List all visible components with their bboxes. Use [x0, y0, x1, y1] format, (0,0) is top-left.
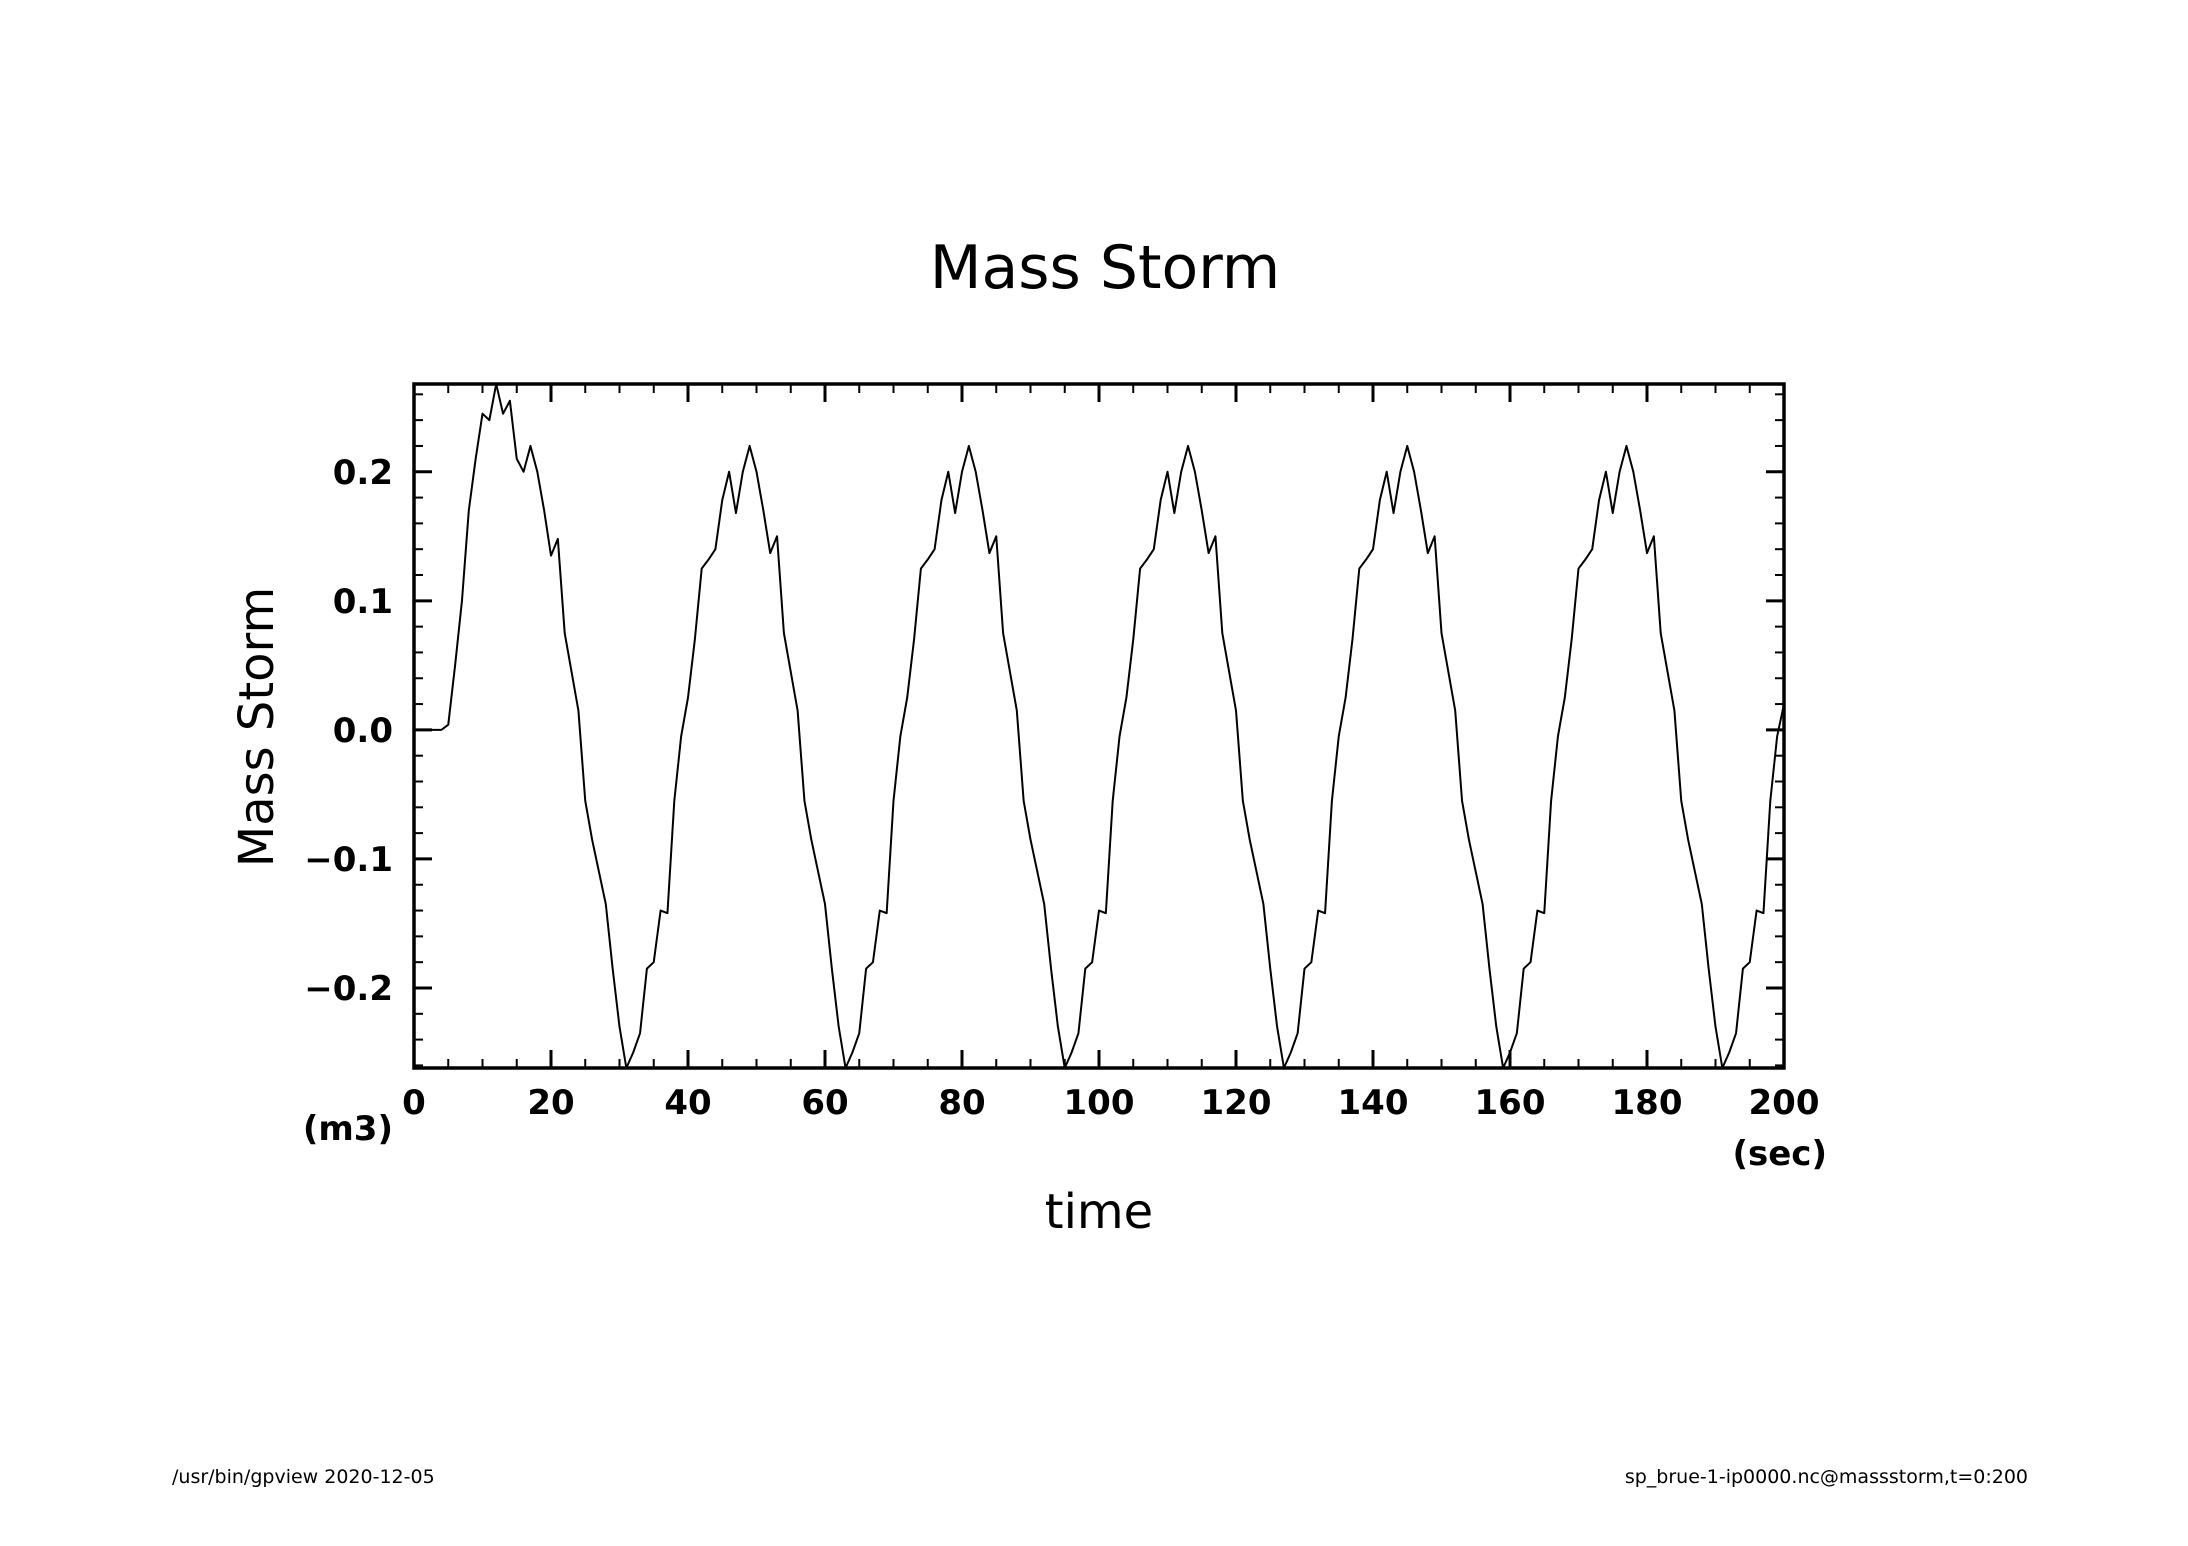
x-tick-label: 0 [402, 1083, 426, 1123]
y-tick-label: −0.1 [304, 840, 393, 880]
series-line [414, 383, 1785, 1069]
y-tick-label: 0.2 [333, 453, 393, 493]
x-tick-label: 200 [1749, 1083, 1820, 1123]
footer-right-text: sp_brue-1-ip0000.nc@massstorm,t=0:200 [1624, 1466, 2028, 1488]
x-tick-label: 120 [1201, 1083, 1272, 1123]
x-unit-label: (sec) [1732, 1134, 1827, 1174]
y-tick-label: −0.2 [304, 969, 393, 1009]
plot-frame [412, 382, 1786, 1070]
y-unit-label: (m3) [303, 1109, 393, 1149]
x-tick-label: 40 [664, 1083, 711, 1123]
axes: 0 20 40 60 80 100 120 140 160 180 200 −0.2 −0.1 0.0 0.… [304, 384, 1819, 1123]
x-tick-label: 160 [1475, 1083, 1546, 1123]
y-tick-label: 0.1 [333, 582, 393, 622]
footer-left-text: /usr/bin/gpview 2020-12-05 [172, 1466, 435, 1488]
x-tick-label: 140 [1338, 1083, 1409, 1123]
x-tick-label: 80 [938, 1083, 985, 1123]
x-axis-label: time [1045, 1184, 1153, 1240]
x-tick-label: 100 [1064, 1083, 1135, 1123]
chart-title: Mass Storm [930, 233, 1281, 303]
y-axis-label: Mass Storm [229, 587, 285, 867]
x-tick-label: 180 [1612, 1083, 1683, 1123]
y-tick-label: 0.0 [333, 711, 393, 751]
x-tick-label: 60 [801, 1083, 848, 1123]
x-tick-label: 20 [527, 1083, 574, 1123]
